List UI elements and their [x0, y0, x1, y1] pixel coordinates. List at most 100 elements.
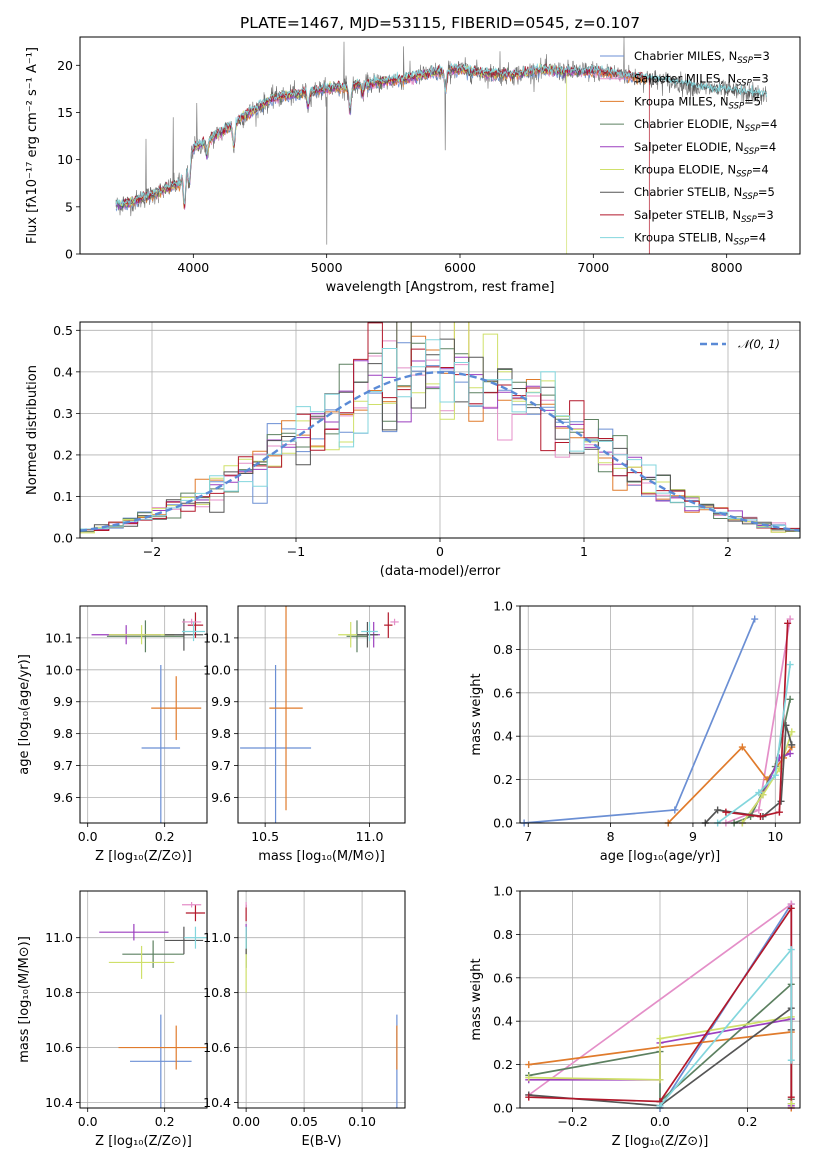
y-tick-label: 10.0 [45, 662, 73, 677]
y-tick-label: 20 [57, 58, 73, 73]
legend-entry-value: =4 [752, 163, 769, 177]
x-axis-label: (data-model)/error [380, 564, 501, 579]
y-tick-label: 0.3 [53, 406, 73, 421]
weight-marker-s_stelib [784, 619, 792, 627]
y-tick-label: 0 [65, 247, 73, 262]
weight-marker-c_elodie [786, 695, 794, 703]
plot-frame [79, 321, 801, 539]
y-tick-label: 0.6 [493, 685, 513, 700]
legend-entry-value: =4 [760, 117, 777, 131]
legend-entry-subscript: SSP [734, 238, 750, 248]
x-tick-label: −1 [287, 544, 305, 559]
legend-entry: Kroupa STELIB, NSSP=4 [634, 231, 766, 248]
y-tick-label: 0.2 [53, 447, 73, 462]
x-tick-label: 0.2 [155, 829, 175, 844]
legend-entry: Chabrier ELODIE, NSSP=4 [634, 117, 777, 134]
legend-entry-text: Kroupa ELODIE, N [634, 163, 736, 177]
legend-entry-subscript: SSP [736, 170, 752, 180]
residuals-panel: −2 −1 0 1 2 0.0 0.1 0.2 0.3 0.4 0.5 (data-model)/er… [25, 321, 801, 579]
legend-entry-subscript: SSP [741, 215, 757, 225]
y-tick-label: 10.1 [203, 630, 231, 645]
plot-frame [519, 605, 801, 824]
legend-entry-value: =5 [744, 94, 761, 108]
legend-entry-text: Salpeter MILES, N [634, 72, 736, 86]
x-tick-label: 0.0 [78, 1114, 98, 1129]
weight-marker-k_stelib [786, 661, 794, 669]
figure-title: PLATE=1467, MJD=53115, FIBERID=0545, z=0… [240, 14, 640, 32]
model-line-k_miles [123, 66, 648, 209]
y-tick-label: 10.4 [45, 1095, 73, 1110]
x-tick-label: 0.05 [290, 1114, 318, 1129]
x-tick-label: 0.00 [232, 1114, 260, 1129]
y-tick-label: 0.8 [493, 927, 513, 942]
weight-marker-c_stelib [788, 741, 796, 749]
legend-entry-text: Kroupa MILES, N [634, 94, 729, 108]
y-tick-label: 10.1 [45, 630, 73, 645]
y-tick-label: 10.8 [203, 985, 231, 1000]
y-tick-label: 0.2 [493, 772, 513, 787]
y-tick-label: 1.0 [493, 884, 513, 899]
y-tick-label: 0.0 [53, 531, 73, 546]
legend-entry-value: =3 [757, 208, 774, 222]
x-tick-label: 10 [767, 829, 783, 844]
y-tick-label: 0.4 [53, 364, 73, 379]
legend-entry-text: Salpeter ELODIE, N [634, 140, 744, 154]
legend-entry-text: Chabrier MILES, N [634, 49, 737, 63]
x-tick-label: 4000 [177, 260, 209, 275]
plot-frame [519, 890, 801, 1109]
weight-marker-k_elodie [656, 1076, 664, 1084]
legend-entry-subscript: SSP [744, 147, 760, 157]
weight-vs-metallicity-panel: −0.2 0.0 0.2 0.0 0.2 0.4 0.6 0.8 1.0 Z [log₁₀(Z/Z… [469, 884, 801, 1149]
weight-marker-s_stelib [525, 1093, 533, 1101]
x-tick-label: 1 [580, 544, 588, 559]
weight-marker-k_elodie [656, 1035, 664, 1043]
weight-marker-k_stelib [787, 1056, 795, 1064]
y-tick-label: 0.0 [493, 1101, 513, 1116]
model-line-k_stelib [115, 62, 768, 207]
plot-frame [79, 890, 208, 1109]
age-vs-mass-panel: 10.5 11.0 9.6 9.7 9.8 9.9 10.0 10.1 mass [log₁₀(… [203, 605, 406, 864]
x-tick-label: 2 [724, 544, 732, 559]
x-tick-label: 0.0 [650, 1114, 670, 1129]
legend-entry-subscript: SSP [736, 79, 752, 89]
y-axis-label: mass weight [469, 958, 484, 1040]
weight-marker-s_stelib [787, 904, 795, 912]
weight-marker-k_miles [525, 1061, 533, 1069]
legend-entry-value: =3 [752, 72, 769, 86]
legend-entry-subscript: SSP [745, 124, 761, 134]
mass-vs-extinction-panel: 0.00 0.05 0.10 10.4 10.6 10.8 11.0 E(B-V) [203, 890, 406, 1149]
y-tick-label: 0.6 [493, 970, 513, 985]
weight-marker-s_stelib [787, 1093, 795, 1101]
x-tick-label: 7 [524, 829, 532, 844]
legend-entry-text: Chabrier ELODIE, N [634, 117, 745, 131]
y-tick-label: 10.8 [45, 985, 73, 1000]
plot-frame [237, 890, 406, 1109]
weight-marker-s_stelib [756, 812, 764, 820]
weight-marker-s_stelib [722, 808, 730, 816]
legend-entry-subscript: SSP [729, 101, 745, 111]
y-tick-label: 0.4 [493, 1014, 513, 1029]
x-tick-label: −2 [143, 544, 161, 559]
y-tick-label: 9.9 [53, 694, 73, 709]
spectrum-panel: 4000 5000 6000 7000 8000 0 5 10 15 20 wavelength [… [25, 36, 801, 295]
y-tick-label: 0.4 [493, 729, 513, 744]
legend-entry: Chabrier STELIB, NSSP=5 [634, 185, 775, 202]
weight-line-k_stelib [717, 664, 791, 823]
weight-marker-k_stelib [771, 771, 779, 779]
weight-marker-k_elodie [525, 1074, 533, 1082]
plot-frame [237, 605, 406, 824]
plot-frame [79, 605, 208, 824]
y-tick-label: 9.7 [53, 758, 73, 773]
x-tick-label: 6000 [444, 260, 476, 275]
x-tick-label: 8000 [711, 260, 743, 275]
y-tick-label: 10.6 [45, 1040, 73, 1055]
weight-marker-k_stelib [755, 789, 763, 797]
weight-line-k_elodie [741, 731, 793, 823]
legend-entry: Kroupa ELODIE, NSSP=4 [634, 163, 769, 180]
legend-entry-value: =4 [749, 231, 766, 245]
y-tick-label: 0.5 [53, 323, 73, 338]
x-axis-label: mass [log₁₀(M/M⊙)] [258, 849, 385, 864]
model-line-c_miles [115, 67, 634, 212]
